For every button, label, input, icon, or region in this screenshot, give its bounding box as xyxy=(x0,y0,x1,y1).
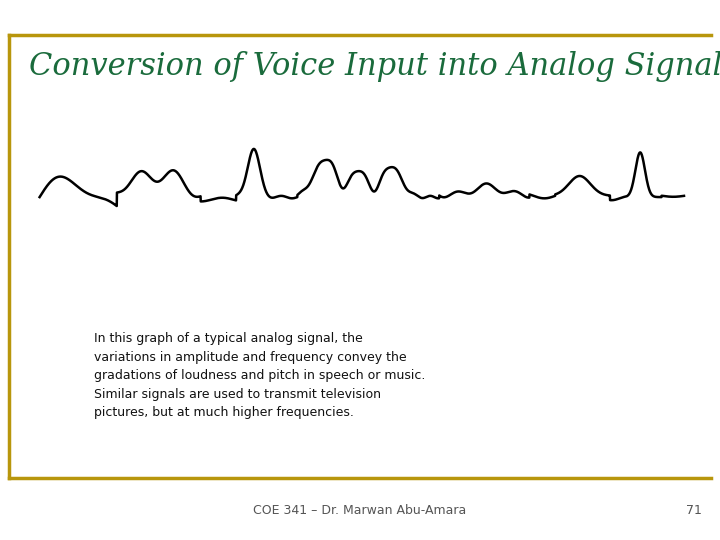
Text: Conversion of Voice Input into Analog Signal: Conversion of Voice Input into Analog Si… xyxy=(29,51,720,82)
Text: 71: 71 xyxy=(686,504,702,517)
Text: In this graph of a typical analog signal, the
variations in amplitude and freque: In this graph of a typical analog signal… xyxy=(94,332,425,419)
Text: COE 341 – Dr. Marwan Abu-Amara: COE 341 – Dr. Marwan Abu-Amara xyxy=(253,504,467,517)
